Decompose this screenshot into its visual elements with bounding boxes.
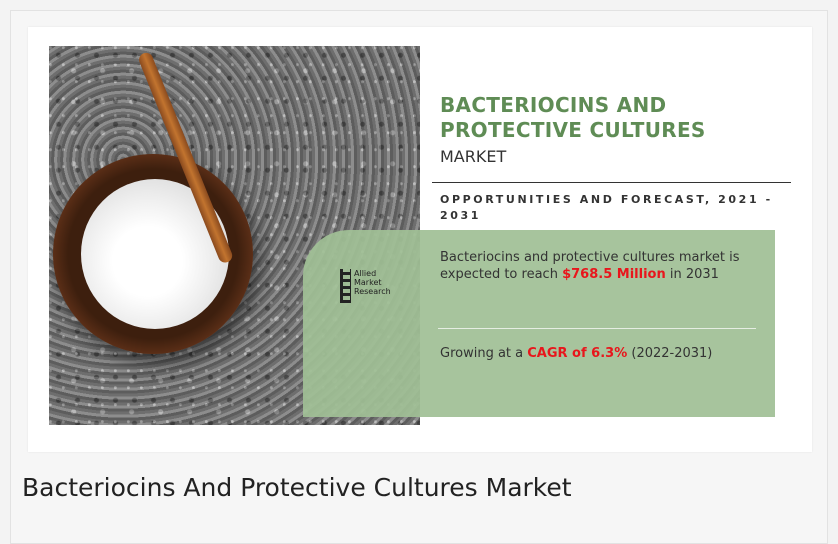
stat-text: Growing at a: [440, 346, 528, 361]
allied-market-research-logo: Allied Market Research: [340, 269, 410, 305]
image-caption: Bacteriocins And Protective Cultures Mar…: [22, 473, 572, 502]
forecast-heading: OPPORTUNITIES AND FORECAST, 2021 - 2031: [440, 193, 773, 222]
logo-line: Market: [354, 278, 382, 287]
stat-separator: [438, 328, 756, 329]
infographic-title: BACTERIOCINS AND PROTECTIVE CULTURES: [440, 93, 706, 142]
logo-line: Research: [354, 287, 391, 296]
logo-text: Allied Market Research: [354, 269, 391, 296]
market-size-stat: Bacteriocins and protective cultures mar…: [440, 249, 740, 283]
stats-panel: [303, 230, 775, 417]
stat-text: (2022-2031): [627, 346, 713, 361]
stat-text: Bacteriocins and protective cultures mar…: [440, 250, 740, 282]
cagr-stat: Growing at a CAGR of 6.3% (2022-2031): [440, 345, 740, 362]
logo-line: Allied: [354, 269, 377, 278]
logo-icon: [340, 269, 351, 303]
infographic-subtitle: MARKET: [440, 147, 507, 166]
divider-line: [432, 182, 791, 183]
cagr-highlight: CAGR of 6.3%: [527, 346, 628, 361]
stat-text: in 2031: [665, 267, 719, 282]
market-value-highlight: $768.5 Million: [562, 267, 666, 282]
